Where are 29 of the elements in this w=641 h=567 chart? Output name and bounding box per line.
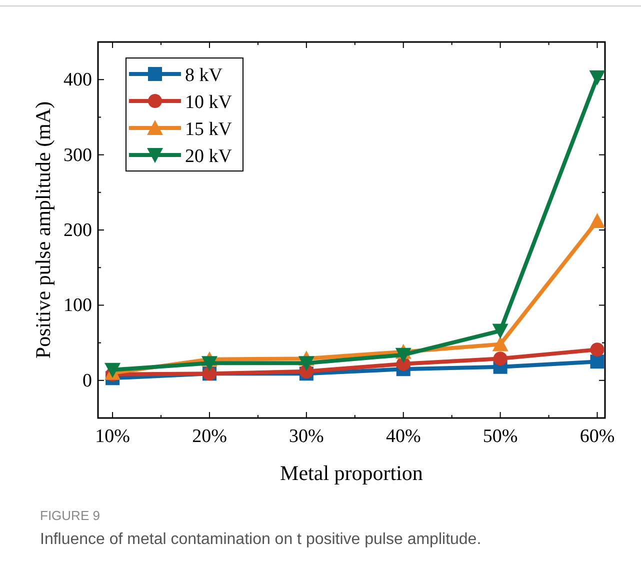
x-tick-label: 50% <box>482 426 518 447</box>
y-tick-label: 400 <box>64 70 92 91</box>
y-tick-label: 300 <box>64 144 92 166</box>
y-axis-title: Positive pulse amplitude (mA) <box>31 101 55 359</box>
legend-label: 20 kV <box>185 146 232 167</box>
x-axis-title: Metal proportion <box>280 461 424 485</box>
x-tick-label: 40% <box>386 426 421 447</box>
x-tick-label: 60% <box>580 426 615 447</box>
y-tick-label: 200 <box>64 220 92 241</box>
point <box>590 354 604 369</box>
point <box>201 356 218 372</box>
caption: FIGURE 9 <box>40 508 100 523</box>
point <box>298 356 314 372</box>
y-tick-label: 100 <box>64 295 92 316</box>
point <box>590 342 604 357</box>
legend-label: 8 kV <box>185 65 223 86</box>
point <box>492 336 508 352</box>
legend-label: 10 kV <box>185 92 232 113</box>
point <box>492 324 508 339</box>
legend-label: 15 kV <box>185 119 232 140</box>
x-tick-label: 20% <box>192 426 228 447</box>
y-tick-label: 0 <box>82 370 92 392</box>
point <box>493 352 508 366</box>
point <box>589 70 606 86</box>
x-tick-label: 30% <box>289 426 324 447</box>
point <box>395 348 412 363</box>
x-tick-label: 10% <box>95 426 130 447</box>
point <box>589 212 606 228</box>
text: Influence of metal contamination on t positive pulse amplitude. <box>40 531 482 548</box>
